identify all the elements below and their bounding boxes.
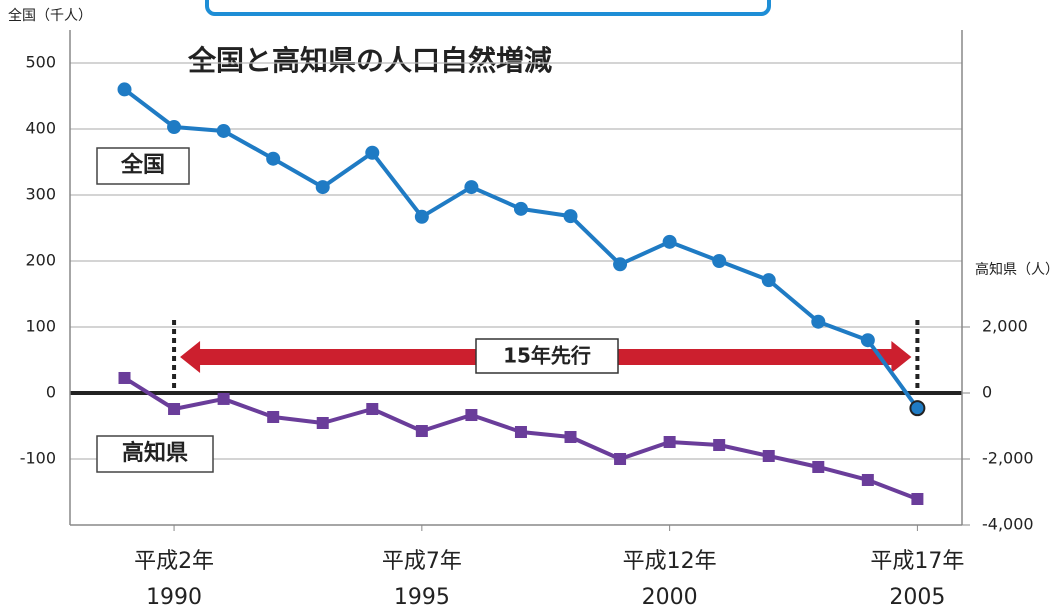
title-bg — [130, 40, 620, 84]
x-tick-label: 1990 — [146, 585, 202, 610]
point — [811, 314, 826, 329]
y-axis-label: 全国（千人） — [8, 7, 92, 24]
point — [860, 333, 875, 348]
marks — [117, 82, 926, 505]
point — [118, 371, 131, 384]
point — [513, 201, 528, 216]
point — [315, 180, 330, 195]
y-tick-label: 500 — [25, 53, 56, 72]
point — [414, 209, 429, 224]
point — [267, 410, 280, 423]
x-tick-era: 平成17年 — [870, 549, 964, 574]
series-label: 全国 — [120, 152, 165, 178]
point — [613, 257, 628, 272]
point — [266, 151, 281, 166]
point — [762, 449, 775, 462]
point — [465, 409, 478, 422]
top-frame — [205, 0, 771, 16]
point — [168, 403, 181, 416]
lead-label: 15年先行 — [503, 344, 591, 368]
y-tick-label: 300 — [25, 185, 56, 204]
y-tick-label: 100 — [25, 317, 56, 336]
y-tick-label: -100 — [20, 449, 56, 468]
point — [812, 460, 825, 473]
point — [365, 145, 380, 160]
x-tick-era: 平成2年 — [134, 549, 214, 574]
point — [909, 400, 926, 417]
y-tick-label: 200 — [25, 251, 56, 270]
y2-tick-label: -4,000 — [982, 515, 1034, 534]
point — [366, 403, 379, 416]
y2-tick-label: 0 — [982, 383, 992, 402]
point — [663, 436, 676, 449]
x-tick-era: 平成12年 — [623, 549, 717, 574]
point — [563, 209, 578, 224]
point — [564, 430, 577, 443]
label-box — [96, 147, 190, 185]
series-line — [123, 376, 919, 501]
y2-tick-label: 2,000 — [982, 317, 1028, 336]
point — [861, 473, 874, 486]
point — [117, 82, 132, 97]
point — [761, 273, 776, 288]
point — [216, 123, 231, 138]
point — [415, 425, 428, 438]
point — [514, 426, 527, 439]
x-tick-label: 2005 — [889, 585, 945, 610]
x-tick-era: 平成7年 — [382, 549, 462, 574]
lead-label-box — [475, 338, 619, 374]
point — [614, 453, 627, 465]
chart-title: 全国と高知県の人口自然増減 — [187, 44, 552, 77]
y2-tick-label: -2,000 — [982, 449, 1034, 468]
point — [712, 254, 727, 268]
point — [217, 392, 230, 405]
point — [464, 180, 479, 195]
grid: -100 0 100 200 300 400 500 -4,000 -2,000 0 2,000 平成… — [20, 30, 1034, 610]
x-tick-label: 1995 — [394, 585, 450, 610]
point — [911, 492, 924, 505]
x-tick-label: 2000 — [642, 585, 698, 610]
point — [713, 439, 726, 452]
series-label: 高知県 — [122, 440, 188, 466]
point — [167, 120, 182, 135]
point — [316, 416, 329, 429]
y2-axis-label: 高知県（人） — [975, 261, 1059, 278]
y-tick-label: 400 — [25, 119, 56, 138]
label-box — [96, 435, 214, 473]
y-tick-label: 0 — [46, 383, 56, 402]
point — [662, 234, 677, 249]
